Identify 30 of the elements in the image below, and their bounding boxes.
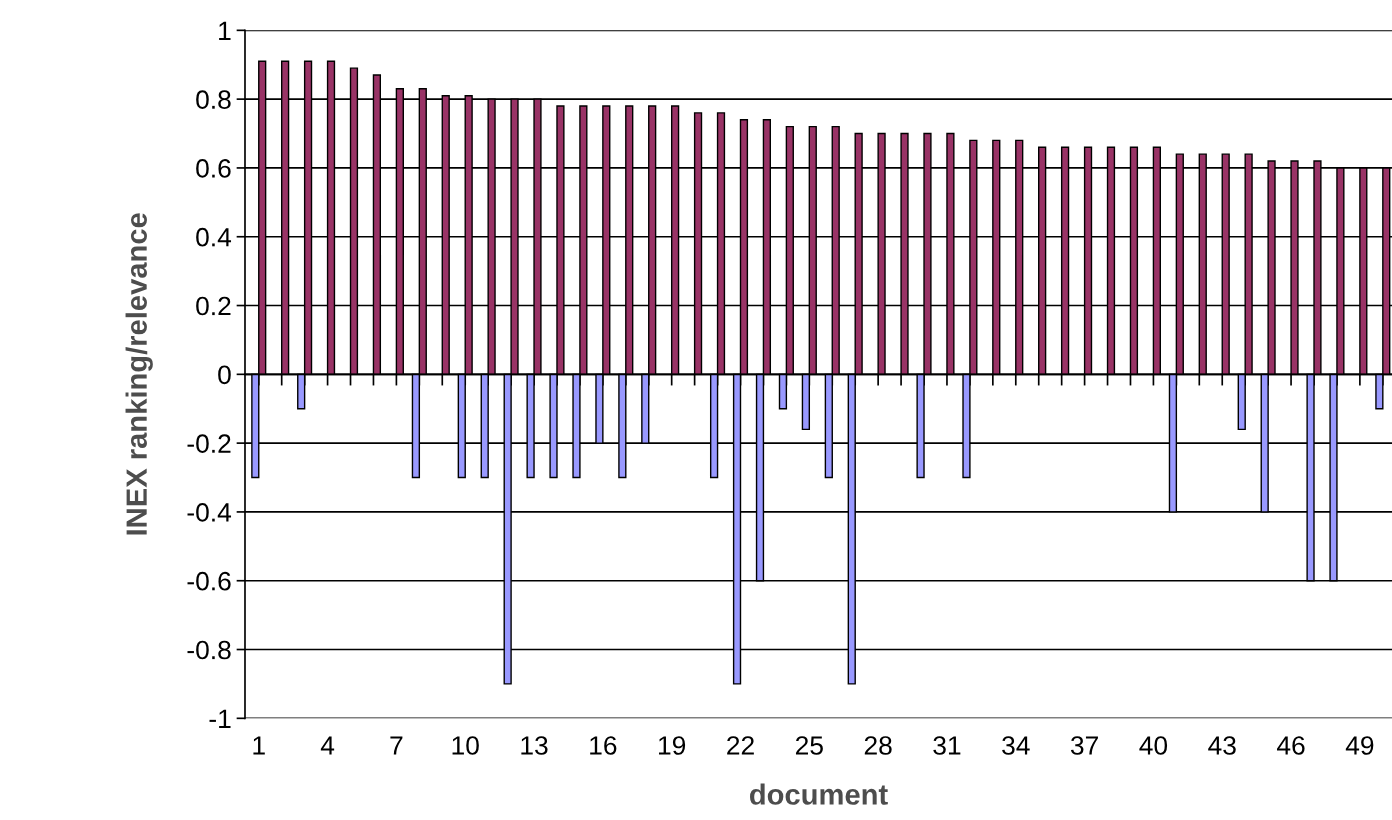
y-tick-label: -1 xyxy=(209,709,231,728)
x-tick-label: 13 xyxy=(521,736,548,755)
x-tick-label: 31 xyxy=(933,736,961,755)
x-tick-label: 46 xyxy=(1276,736,1305,755)
y-tick-label: 0.2 xyxy=(196,296,231,316)
y-tick-label: 0 xyxy=(218,365,231,385)
x-tick-label: 37 xyxy=(1070,736,1098,755)
y-tick-label: 1 xyxy=(219,21,231,40)
y-tick-label: -0.6 xyxy=(187,571,231,591)
x-tick-label: 22 xyxy=(727,736,754,755)
x-tick-label: 10 xyxy=(452,736,479,755)
x-tick-label: 49 xyxy=(1345,736,1374,755)
x-axis-title: document xyxy=(750,783,888,805)
x-tick-label: 16 xyxy=(590,736,617,755)
x-tick-label: 4 xyxy=(320,736,335,755)
x-tick-label: 34 xyxy=(1002,736,1030,755)
y-tick-label: -0.2 xyxy=(187,434,231,453)
y-tick-label: 0.4 xyxy=(196,227,232,247)
y-axis-title: INEX ranking/relevance xyxy=(125,213,153,535)
x-tick-label: 25 xyxy=(795,736,823,755)
x-tick-label: 43 xyxy=(1208,736,1236,755)
y-tick-label: -0.8 xyxy=(187,640,231,660)
y-tick-label: 0.6 xyxy=(196,159,231,178)
x-tick-label: 19 xyxy=(659,736,686,755)
x-tick-label: 40 xyxy=(1139,736,1168,755)
x-tick-label: 28 xyxy=(864,736,892,755)
y-tick-label: -0.4 xyxy=(187,503,232,522)
x-tick-label: 1 xyxy=(253,736,265,755)
y-tick-label: 0.8 xyxy=(196,90,231,109)
x-tick-label: 7 xyxy=(390,736,403,755)
